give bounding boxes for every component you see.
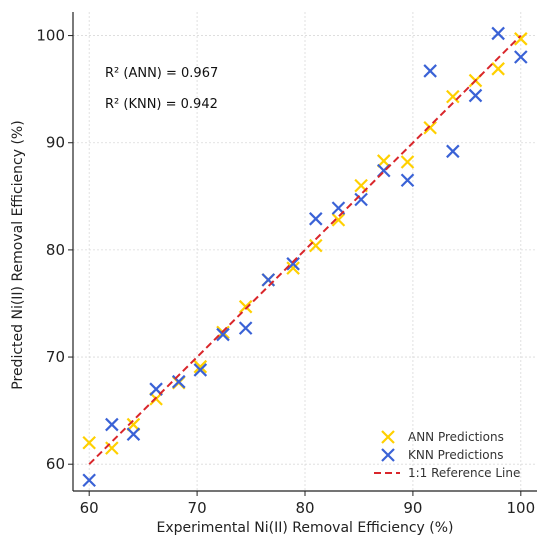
x-tick-label: 90 <box>403 499 422 517</box>
knn-point <box>446 144 460 159</box>
annotation-r2-ann: R² (ANN) = 0.967 <box>105 66 218 81</box>
marker-stroke <box>261 273 276 287</box>
marker-stroke <box>309 238 323 253</box>
knn-point <box>514 50 528 64</box>
knn-point <box>309 212 323 226</box>
y-tick-label: 80 <box>46 241 65 259</box>
ann-point <box>286 261 300 275</box>
ann-point <box>491 62 505 76</box>
knn-point <box>468 88 483 103</box>
ann-point <box>309 238 323 253</box>
knn-point <box>354 192 368 207</box>
x-axis-label: Experimental Ni(II) Removal Efficiency (… <box>156 520 453 536</box>
reference-line <box>88 34 522 465</box>
legend-x-glyph <box>381 430 395 444</box>
marker-stroke <box>82 473 96 488</box>
marker-stroke <box>238 321 253 335</box>
ann-point <box>514 32 528 46</box>
ann-point <box>376 154 391 168</box>
x-tick-label: 60 <box>80 499 99 517</box>
marker-stroke <box>193 359 208 374</box>
marker-stroke <box>193 363 208 377</box>
marker-stroke <box>171 374 186 389</box>
marker-stroke <box>381 430 395 444</box>
marker-stroke <box>216 327 230 342</box>
marker-stroke <box>446 144 460 159</box>
knn-point <box>423 64 437 78</box>
knn-point <box>286 257 300 271</box>
marker-stroke <box>491 26 505 41</box>
ann-point <box>400 155 415 169</box>
marker-stroke <box>126 417 141 432</box>
knn-point <box>491 26 505 41</box>
marker-stroke <box>354 192 368 207</box>
y-tick-label: 100 <box>36 27 65 45</box>
marker-stroke <box>400 173 415 188</box>
knn-point <box>216 327 230 342</box>
knn-point <box>82 473 96 488</box>
marker-stroke <box>468 88 483 103</box>
marker-stroke <box>423 64 437 78</box>
grid <box>73 12 537 491</box>
knn-point <box>126 427 141 441</box>
marker-stroke <box>238 299 253 314</box>
ann-point <box>238 299 253 314</box>
x-tick-label: 70 <box>188 499 207 517</box>
axes: 60 70 80 90 100 60 70 80 90 100 <box>36 12 537 517</box>
knn-point <box>193 363 208 377</box>
y-axis-label: Predicted Ni(II) Removal Efficiency (%) <box>10 120 26 389</box>
legend: ANN Predictions KNN Predictions 1:1 Refe… <box>374 430 520 480</box>
marker-stroke <box>331 201 346 215</box>
legend-x-glyph <box>381 448 395 462</box>
ann-point <box>126 417 141 432</box>
annotation-r2-knn: R² (KNN) = 0.942 <box>105 97 218 112</box>
marker-stroke <box>514 50 528 64</box>
y-tick-label: 90 <box>46 134 65 152</box>
knn-point <box>261 273 276 287</box>
marker-stroke <box>376 154 391 168</box>
ann-point <box>423 120 437 135</box>
marker-stroke <box>491 62 505 76</box>
ann-point <box>331 213 346 227</box>
marker-stroke <box>286 261 300 275</box>
marker-stroke <box>423 120 437 135</box>
marker-stroke <box>82 436 96 450</box>
marker-stroke <box>149 382 163 396</box>
marker-stroke <box>105 417 119 432</box>
marker-stroke <box>514 32 528 46</box>
ann-point <box>446 89 460 104</box>
marker-stroke <box>309 212 323 226</box>
legend-ann-marker <box>381 430 395 444</box>
ann-point <box>82 436 96 450</box>
knn-point <box>238 321 253 335</box>
y-tick-label: 70 <box>46 348 65 366</box>
marker-stroke <box>126 427 141 441</box>
marker-stroke <box>331 213 346 227</box>
x-tick-label: 100 <box>506 499 535 517</box>
marker-stroke <box>381 448 395 462</box>
legend-knn-label: KNN Predictions <box>408 448 504 462</box>
knn-point <box>171 374 186 389</box>
legend-knn-marker <box>381 448 395 462</box>
y-tick-label: 60 <box>46 455 65 473</box>
marker-stroke <box>286 257 300 271</box>
knn-point <box>105 417 119 432</box>
ann-point <box>193 359 208 374</box>
knn-point <box>400 173 415 188</box>
ann-point <box>105 441 119 455</box>
marker-stroke <box>105 441 119 455</box>
marker-stroke <box>354 178 368 193</box>
marker-stroke <box>446 89 460 104</box>
marker-stroke <box>400 155 415 169</box>
legend-reference-line-label: 1:1 Reference Line <box>408 466 520 480</box>
data-series <box>82 26 528 488</box>
legend-ann-label: ANN Predictions <box>408 430 504 444</box>
x-tick-label: 80 <box>295 499 314 517</box>
